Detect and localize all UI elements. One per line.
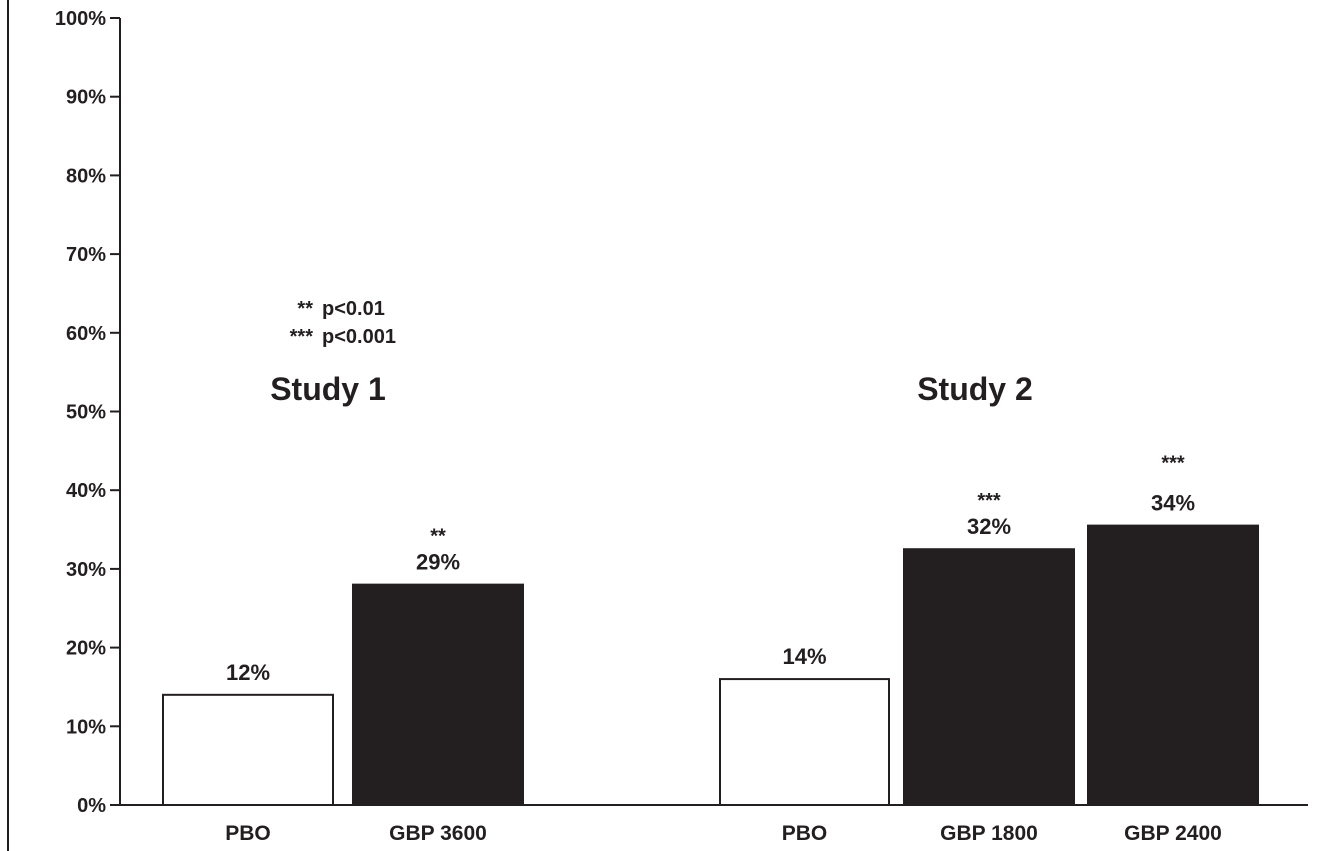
bar-study-1-pbo — [162, 693, 334, 807]
y-tick-label: 50% — [66, 402, 106, 424]
data-label: 12% — [226, 660, 270, 685]
data-label: 14% — [782, 644, 826, 669]
bar-study-1-gbp-3600 — [352, 583, 524, 807]
x-tick-label: GBP 3600 — [389, 822, 487, 845]
y-ticks: 0% 10% 20% 30% 40% 50% 60% 70% 80% 90% 100% — [55, 8, 120, 817]
group-title-study-2: Study 2 — [917, 371, 1033, 407]
y-tick-label: 0% — [77, 795, 106, 817]
y-tick-label: 40% — [66, 480, 106, 502]
x-tick-label: PBO — [225, 822, 271, 845]
legend-symbol-1: ** — [297, 298, 313, 320]
y-tick-label: 90% — [66, 87, 106, 109]
legend-text-2: p<0.001 — [322, 326, 396, 348]
group-title-study-1: Study 1 — [270, 371, 386, 407]
y-tick-label: 30% — [66, 559, 106, 581]
y-tick-label: 10% — [66, 716, 106, 738]
legend-text-1: p<0.01 — [322, 298, 385, 320]
significance-label: *** — [977, 490, 1001, 512]
bar-study-2-gbp-1800 — [903, 548, 1075, 806]
significance-label: ** — [430, 526, 446, 548]
y-tick-label: 60% — [66, 323, 106, 345]
significance-legend: ** p<0.01 *** p<0.001 — [290, 298, 396, 348]
x-tick-label: GBP 1800 — [940, 822, 1038, 845]
data-label: 34% — [1151, 491, 1195, 516]
legend-symbol-2: *** — [290, 326, 314, 348]
data-label: 29% — [416, 550, 460, 575]
x-tick-label: GBP 2400 — [1124, 822, 1222, 845]
bar-study-2-pbo — [719, 678, 890, 807]
y-tick-label: 70% — [66, 244, 106, 266]
bar-study-2-gbp-2400 — [1087, 524, 1259, 806]
significance-label: *** — [1161, 453, 1185, 475]
y-tick-label: 20% — [66, 638, 106, 660]
y-tick-label: 80% — [66, 165, 106, 187]
y-tick-label: 100% — [55, 8, 106, 30]
bars — [162, 524, 1259, 807]
data-label: 32% — [967, 514, 1011, 539]
x-tick-label: PBO — [782, 822, 828, 845]
